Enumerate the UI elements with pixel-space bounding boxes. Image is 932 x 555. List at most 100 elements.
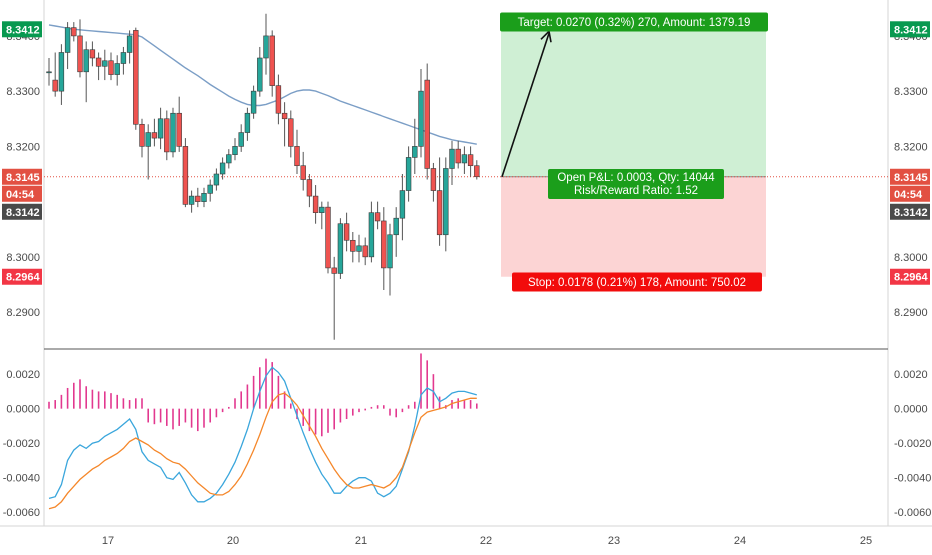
price-label-bg <box>890 168 930 185</box>
candle-body <box>114 63 120 75</box>
stop-badge-bg <box>512 272 762 292</box>
candle-body <box>257 57 263 92</box>
profit-zone[interactable] <box>501 29 766 177</box>
candle <box>443 157 449 252</box>
price-tick-label-right: 8.3000 <box>894 252 928 264</box>
candle-body <box>95 57 102 67</box>
candle <box>312 185 319 224</box>
candle <box>257 46 263 97</box>
candle-body <box>306 179 313 197</box>
time-tick-label: 20 <box>227 535 239 547</box>
candle <box>294 129 300 174</box>
macd-tick-label-left: -0.0040 <box>3 473 40 485</box>
candle-body <box>120 52 127 64</box>
candle <box>46 58 52 86</box>
candle <box>288 110 294 158</box>
macd-tick-label-left: -0.0060 <box>3 507 40 519</box>
candle <box>133 27 139 130</box>
price-label-entry-right: 8.3145 <box>890 168 930 185</box>
candle <box>182 138 189 208</box>
candle-body <box>455 148 461 164</box>
candle-body <box>312 195 319 213</box>
macd-tick-label-right: -0.0060 <box>894 507 931 519</box>
candle-body <box>219 162 226 175</box>
price-label-text: 8.2964 <box>6 272 41 284</box>
price-tick-label-left: 8.3200 <box>6 141 40 153</box>
candle <box>393 207 399 257</box>
target-badge-bg <box>500 12 768 32</box>
price-label-last-right: 8.3142 <box>890 203 930 220</box>
candle-body <box>126 35 133 53</box>
candle-body <box>58 52 65 92</box>
price-label-text: 04:54 <box>6 189 35 201</box>
candle <box>387 223 393 296</box>
candle <box>405 146 412 202</box>
candle-body <box>374 212 381 222</box>
candle <box>449 140 455 186</box>
candle <box>52 52 58 97</box>
candle <box>188 190 195 213</box>
candle-body <box>281 112 288 120</box>
price-label-bg <box>2 21 42 38</box>
price-label-target-right: 8.3412 <box>890 21 930 38</box>
candle <box>58 44 65 105</box>
risk-reward-label: Risk/Reward Ratio: 1.52 <box>574 185 698 197</box>
macd-tick-label-right: -0.0020 <box>894 438 931 450</box>
candle-body <box>157 118 164 139</box>
candle-body <box>474 165 480 178</box>
moving-average-line <box>48 24 477 145</box>
signal-line <box>48 392 477 510</box>
candle <box>399 174 406 241</box>
candle-body <box>250 90 257 114</box>
candle <box>331 256 337 340</box>
time-tick-label: 22 <box>480 535 492 547</box>
target-badge[interactable]: Target: 0.0270 (0.32%) 270, Amount: 1379… <box>500 12 768 32</box>
price-tick-label-right: 8.3300 <box>894 86 928 98</box>
candle-body <box>430 168 437 191</box>
candle-body <box>77 35 83 73</box>
candle-body <box>269 35 275 86</box>
price-label-bg <box>2 168 42 185</box>
candle-body <box>182 146 189 205</box>
candle <box>77 19 83 78</box>
candle <box>95 52 102 81</box>
candle-body <box>288 118 294 147</box>
candle-body <box>424 79 430 169</box>
macd-tick-label-right: 0.0020 <box>894 369 928 381</box>
candle-body <box>331 267 337 274</box>
stop-badge[interactable]: Stop: 0.0178 (0.21%) 178, Amount: 750.02 <box>512 272 762 292</box>
candle <box>281 102 288 147</box>
price-label-bg <box>890 185 930 202</box>
pnl-badge-bg <box>548 169 724 199</box>
price-label-bg <box>2 185 42 202</box>
macd-tick-label-right: 0.0000 <box>894 404 928 416</box>
candle <box>436 157 443 246</box>
candle <box>467 146 474 177</box>
candle <box>151 118 158 147</box>
pnl-badge[interactable]: Open P&L: 0.0003, Qty: 14044Risk/Reward … <box>548 169 724 199</box>
candle <box>337 218 344 279</box>
candle-body <box>64 27 71 53</box>
price-label-text: 8.3412 <box>894 24 928 36</box>
price-label-bg <box>890 203 930 220</box>
candle-body <box>226 154 232 164</box>
candle <box>139 118 145 158</box>
price-tick-label-left: 8.3000 <box>6 252 40 264</box>
candle <box>201 187 207 208</box>
candle-body <box>381 220 387 269</box>
candle-body <box>393 217 399 236</box>
candle <box>145 124 151 180</box>
candle-body <box>319 206 325 213</box>
price-label-text: 8.3145 <box>894 172 928 184</box>
candle <box>226 149 232 169</box>
candle-body <box>399 190 406 219</box>
candle <box>430 162 437 202</box>
candle <box>424 63 430 180</box>
candle <box>418 69 424 158</box>
projection-arrow-line[interactable] <box>501 33 550 178</box>
candle <box>102 49 108 81</box>
candle-body <box>362 245 368 258</box>
candle <box>325 201 331 274</box>
candle-body <box>170 112 176 153</box>
